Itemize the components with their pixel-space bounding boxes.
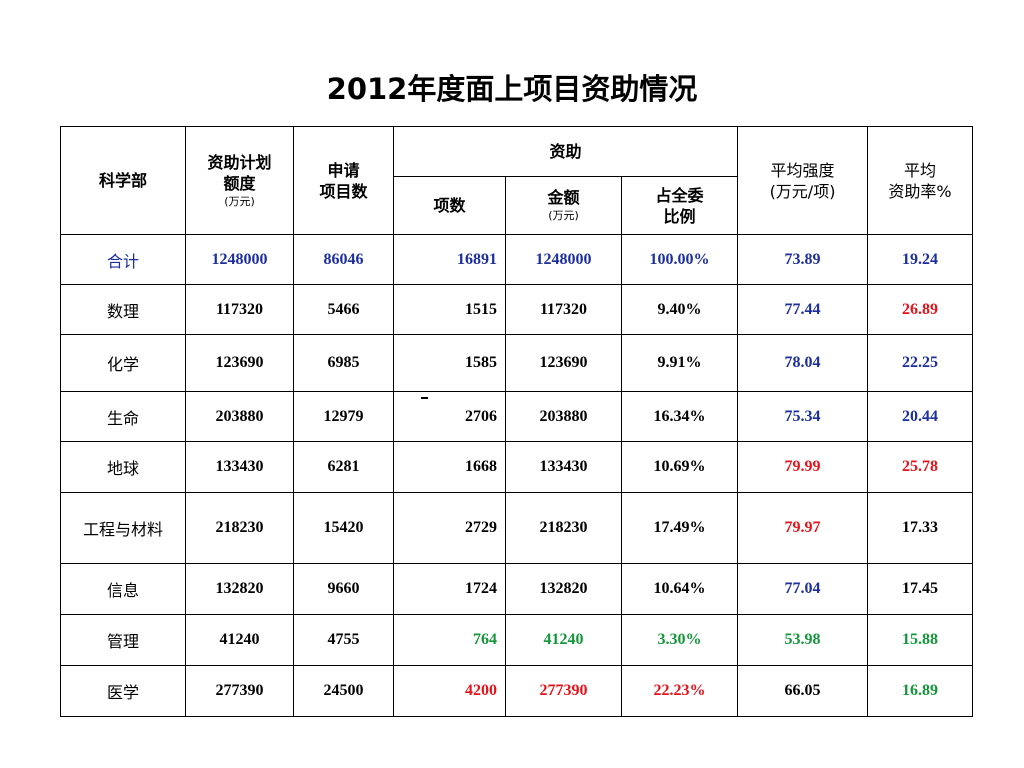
cell-plan: 123690	[185, 334, 294, 392]
cell-ratio: 3.30%	[620, 614, 739, 666]
cell-dept: 合计	[60, 234, 186, 285]
table-row: 合计 1248000 86046 16891 1248000 100.00% 73.89 19…	[60, 234, 974, 285]
header-plan: 资助计划 额度 (万元)	[185, 126, 294, 235]
cell-ratio: 10.64%	[620, 563, 739, 615]
cell-plan: 218230	[185, 492, 294, 564]
cell-intensity: 79.97	[737, 492, 869, 564]
header-plan-unit: (万元)	[224, 194, 255, 208]
cell-amount: 123690	[505, 334, 622, 392]
cell-dept: 数理	[60, 284, 186, 335]
cell-dept: 化学	[60, 334, 186, 392]
cell-apply: 4755	[293, 614, 394, 666]
cell-plan: 277390	[185, 665, 294, 717]
table-row: 生命 203880 12979 2706 203880 16.34% 75.34 20.44	[60, 391, 974, 442]
cell-intensity: 73.89	[737, 234, 869, 285]
stray-dash-mark	[421, 397, 428, 399]
cell-amount: 133430	[505, 441, 622, 493]
header-rate: 平均 资助率%	[867, 126, 974, 235]
cell-rate: 19.24	[867, 234, 974, 285]
cell-rate: 16.89	[867, 665, 974, 717]
cell-intensity: 77.04	[737, 563, 869, 615]
cell-rate: 25.78	[867, 441, 974, 493]
header-row-1: 科学部 资助计划 额度 (万元) 申请 项目数 资助 平均强度 (万元/项) 平…	[60, 126, 974, 235]
cell-plan: 132820	[185, 563, 294, 615]
header-row-2: 项数 金额 (万元) 占全委 比例	[61, 176, 973, 235]
cell-ratio: 22.23%	[620, 665, 739, 717]
cell-rate: 15.88	[867, 614, 974, 666]
cell-amount: 41240	[505, 614, 622, 666]
table-row: 化学 123690 6985 1585 123690 9.91% 78.04 22.25	[60, 334, 974, 392]
cell-ratio: 100.00%	[620, 234, 739, 285]
cell-rate: 22.25	[867, 334, 974, 392]
header-amount-unit: (万元)	[548, 209, 579, 222]
cell-intensity: 66.05	[737, 665, 869, 717]
header-funded: 资助	[392, 126, 739, 177]
cell-intensity: 79.99	[737, 441, 869, 493]
table-row: 管理 41240 4755 764 41240 3.30% 53.98 15.88	[60, 614, 974, 666]
cell-apply: 15420	[293, 492, 394, 564]
cell-plan: 1248000	[185, 234, 294, 285]
funding-table: 科学部 资助计划 额度 (万元) 申请 项目数 资助 平均强度 (万元/项) 平…	[60, 126, 974, 717]
cell-plan: 203880	[185, 391, 294, 442]
cell-intensity: 75.34	[737, 391, 869, 442]
header-apply: 申请 项目数	[293, 126, 394, 235]
cell-rate: 17.45	[867, 563, 974, 615]
cell-apply: 6281	[293, 441, 394, 493]
header-ratio: 占全委 比例	[620, 176, 739, 235]
cell-count: 4200	[393, 665, 506, 717]
cell-ratio: 10.69%	[620, 441, 739, 493]
cell-count: 1515	[393, 284, 506, 335]
cell-count: 1585	[393, 334, 506, 392]
cell-amount: 277390	[505, 665, 622, 717]
cell-dept: 生命	[60, 391, 186, 442]
cell-count: 764	[393, 614, 506, 666]
table-row: 医学 277390 24500 4200 277390 22.23% 66.05 16.89	[60, 665, 974, 717]
cell-ratio: 9.40%	[620, 284, 739, 335]
header-dept: 科学部	[60, 126, 186, 235]
table-row: 地球 133430 6281 1668 133430 10.69% 79.99 25.78	[60, 441, 974, 493]
cell-apply: 12979	[293, 391, 394, 442]
cell-count: 2706	[393, 391, 506, 442]
cell-apply: 86046	[293, 234, 394, 285]
cell-rate: 20.44	[867, 391, 974, 442]
cell-ratio: 9.91%	[620, 334, 739, 392]
cell-plan: 117320	[185, 284, 294, 335]
cell-intensity: 77.44	[737, 284, 869, 335]
header-amount: 金额 (万元)	[505, 176, 622, 235]
cell-plan: 41240	[185, 614, 294, 666]
header-count: 项数	[393, 176, 506, 235]
cell-apply: 24500	[293, 665, 394, 717]
cell-rate: 26.89	[867, 284, 974, 335]
cell-count: 2729	[393, 492, 506, 564]
table-row: 信息 132820 9660 1724 132820 10.64% 77.04 17.45	[60, 563, 974, 615]
cell-ratio: 16.34%	[620, 391, 739, 442]
cell-amount: 1248000	[505, 234, 622, 285]
cell-count: 1724	[393, 563, 506, 615]
table-row: 数理 117320 5466 1515 117320 9.40% 77.44 26.89	[60, 284, 974, 335]
cell-dept: 信息	[60, 563, 186, 615]
cell-dept: 医学	[60, 665, 186, 717]
cell-dept: 地球	[60, 441, 186, 493]
cell-rate: 17.33	[867, 492, 974, 564]
cell-apply: 5466	[293, 284, 394, 335]
page-title: 2012年度面上项目资助情况	[326, 72, 698, 106]
cell-apply: 6985	[293, 334, 394, 392]
cell-amount: 203880	[505, 391, 622, 442]
cell-plan: 133430	[185, 441, 294, 493]
cell-dept: 工程与材料	[60, 492, 186, 564]
cell-intensity: 53.98	[737, 614, 869, 666]
cell-count: 16891	[393, 234, 506, 285]
cell-dept: 管理	[60, 614, 186, 666]
cell-amount: 218230	[505, 492, 622, 564]
cell-count: 1668	[393, 441, 506, 493]
cell-apply: 9660	[293, 563, 394, 615]
cell-intensity: 78.04	[737, 334, 869, 392]
cell-ratio: 17.49%	[620, 492, 739, 564]
table-row: 工程与材料 218230 15420 2729 218230 17.49% 79.97 17.…	[60, 492, 974, 564]
cell-amount: 117320	[505, 284, 622, 335]
header-intensity: 平均强度 (万元/项)	[737, 126, 869, 235]
cell-amount: 132820	[505, 563, 622, 615]
